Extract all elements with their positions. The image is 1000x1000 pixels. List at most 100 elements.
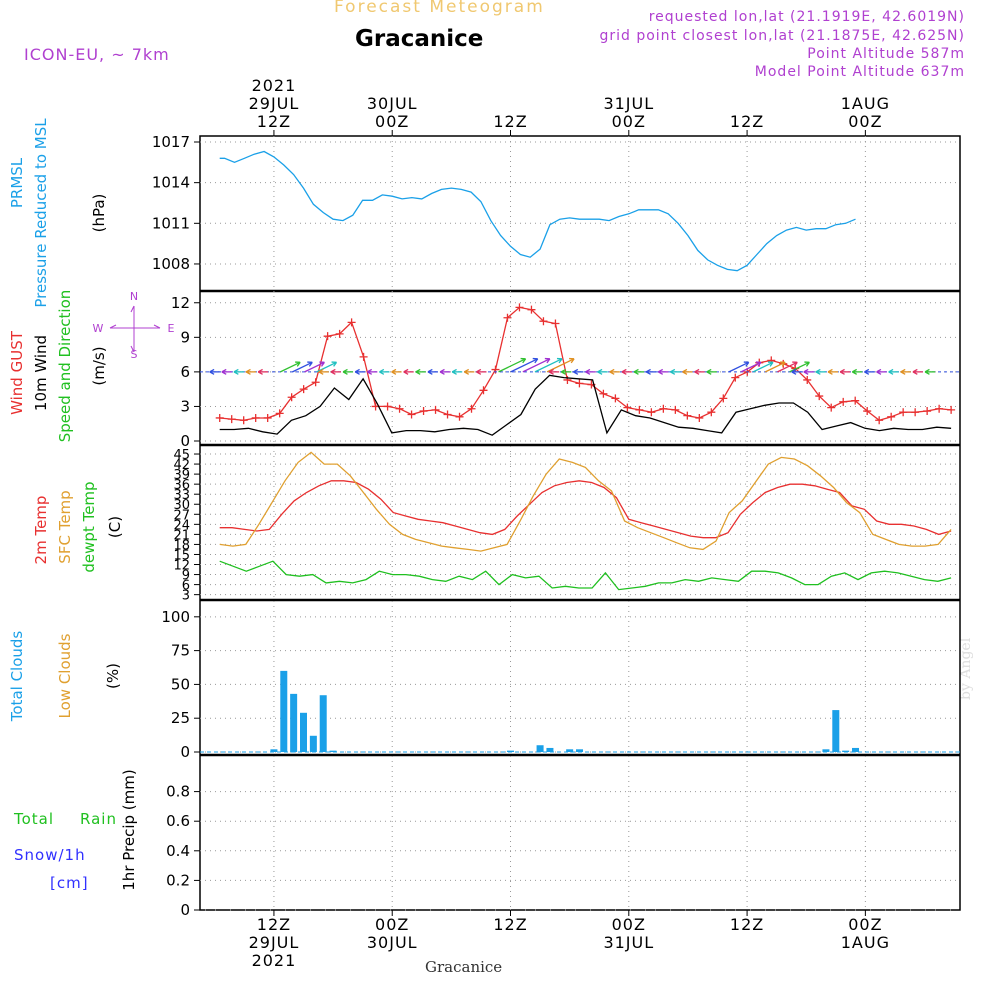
- wind-gust-marker: [923, 407, 932, 416]
- bottom-axis-label: 31JUL: [603, 933, 654, 952]
- plot-frame: [199, 135, 961, 911]
- wind-gust-marker: [731, 373, 740, 382]
- wind-gust-marker: [299, 385, 308, 394]
- wind-direction-arrowhead: [658, 368, 664, 375]
- wind-direction-arrowhead: [585, 368, 591, 375]
- top-axis-label: 12Z: [730, 112, 764, 131]
- wind-direction-arrowhead: [743, 361, 750, 367]
- wind-gust-line: [219, 306, 952, 422]
- wind-direction-arrow: [546, 358, 575, 373]
- wind-gust-marker: [947, 405, 956, 414]
- wind-gust-marker: [383, 402, 392, 411]
- wind-direction-arrowhead: [827, 368, 833, 375]
- wind-direction-arrowhead: [609, 368, 615, 375]
- wind-direction-arrow: [510, 358, 538, 373]
- wind-direction-arrowhead: [342, 368, 348, 375]
- wind-direction-arrow: [777, 361, 798, 373]
- wind-gust-marker: [815, 392, 824, 401]
- precip-snow-unit: [cm]: [50, 874, 89, 892]
- temp-tick-label: 18: [173, 538, 190, 553]
- wind-gust-marker: [239, 416, 248, 425]
- pressure-label: PRMSL: [8, 157, 26, 208]
- temp-tick-label: 39: [173, 468, 190, 483]
- cloud-total-bar: [507, 750, 515, 752]
- wind-direction-arrowhead: [912, 368, 918, 375]
- pressure-tick-label: 1011: [152, 214, 190, 232]
- wind-gust-marker: [827, 403, 836, 412]
- wind-gust-marker: [911, 408, 920, 417]
- wind-direction-arrowhead: [804, 361, 810, 367]
- temp-tick-label: 12: [173, 559, 190, 574]
- cloud-total-bar: [822, 749, 830, 752]
- wind-gust-marker: [359, 352, 368, 361]
- wind-gust-marker: [395, 404, 404, 413]
- wind-direction-arrowhead: [706, 368, 712, 375]
- wind-direction-arrowhead: [682, 368, 688, 375]
- wind-direction-arrowhead: [464, 368, 470, 375]
- wind-direction-arrowhead: [233, 368, 239, 375]
- temp-tick-label: 24: [173, 518, 190, 533]
- chart-title: Forecast Meteogram: [334, 0, 545, 17]
- wind-direction-arrowhead: [755, 361, 762, 367]
- wind-direction-arrowhead: [876, 368, 882, 375]
- temp-2m-label: 2m Temp: [32, 496, 50, 565]
- temp-tick-label: 6: [182, 579, 190, 594]
- wind-gust-marker: [323, 332, 332, 341]
- wind-direction-arrowhead: [330, 368, 336, 375]
- clouds-tick-label: 75: [171, 642, 190, 660]
- pressure-label: Pressure Reduced to MSL: [32, 118, 50, 308]
- wind-direction-arrowhead: [354, 368, 360, 375]
- temp-tick-label: 15: [173, 548, 190, 563]
- temp-tick-label: 30: [173, 498, 190, 513]
- pressure-unit: (hPa): [90, 194, 108, 233]
- wind-direction-arrowhead: [621, 368, 627, 375]
- wind-direction-arrowhead: [900, 368, 906, 375]
- wind-direction-arrowhead: [924, 368, 930, 375]
- temp-tick-label: 33: [173, 488, 190, 503]
- wind-direction-arrowhead: [791, 368, 797, 375]
- precip-tick-label: 0.4: [166, 842, 190, 860]
- wind-direction-arrowhead: [888, 368, 894, 375]
- wind-gust-marker: [707, 408, 716, 417]
- temp-dewpoint-label: dewpt Temp: [80, 481, 98, 572]
- wind-gust-marker: [671, 405, 680, 414]
- cloud-total-bar: [566, 749, 574, 752]
- wind-gust-marker: [443, 410, 452, 419]
- pressure-line: [219, 150, 856, 272]
- compass-south: S: [131, 348, 138, 361]
- top-axis-label: 29JUL: [249, 94, 300, 113]
- wind-direction-arrowhead: [451, 368, 457, 375]
- top-axis-label: 30JUL: [367, 94, 418, 113]
- top-axis-label: 00Z: [375, 112, 409, 131]
- wind-gust-marker: [599, 389, 608, 398]
- wind-gust-marker: [431, 405, 440, 414]
- cloud-total-bar: [290, 693, 298, 752]
- cloud-total-bar: [329, 750, 337, 752]
- wind-tick-label: 0: [180, 432, 190, 450]
- wind-gust-marker: [887, 412, 896, 421]
- wind-gust-marker: [623, 403, 632, 412]
- wind-direction-arrowhead: [295, 361, 301, 367]
- temp-tick-label: 3: [182, 589, 190, 604]
- wind-direction-arrow: [316, 361, 337, 373]
- wind-gust-marker: [479, 386, 488, 395]
- wind-direction-arrowhead: [391, 368, 397, 375]
- bottom-axis-label: 00Z: [848, 915, 882, 934]
- requested-coords: requested lon,lat (21.1919E, 42.6019N): [648, 9, 965, 25]
- wind-gust-marker: [647, 408, 656, 417]
- wind-gust-marker: [539, 317, 548, 326]
- wind-direction-arrowhead: [597, 368, 603, 375]
- wind-direction-arrowhead: [694, 368, 700, 375]
- wind-gust-marker: [719, 394, 728, 403]
- precip-tick-label: 0: [180, 901, 190, 919]
- wind-direction-arrowhead: [803, 368, 809, 375]
- wind-direction-arrowhead: [307, 361, 313, 367]
- wind-direction-arrowhead: [780, 361, 786, 367]
- wind-gust-marker: [611, 394, 620, 403]
- wind-direction-arrowhead: [569, 357, 575, 364]
- wind-direction-arrowhead: [415, 368, 421, 375]
- cloud-total-bar: [842, 750, 850, 752]
- wind-gust-marker: [467, 404, 476, 413]
- cloud-total-bar: [852, 747, 860, 752]
- bottom-axis-label: 12Z: [730, 915, 764, 934]
